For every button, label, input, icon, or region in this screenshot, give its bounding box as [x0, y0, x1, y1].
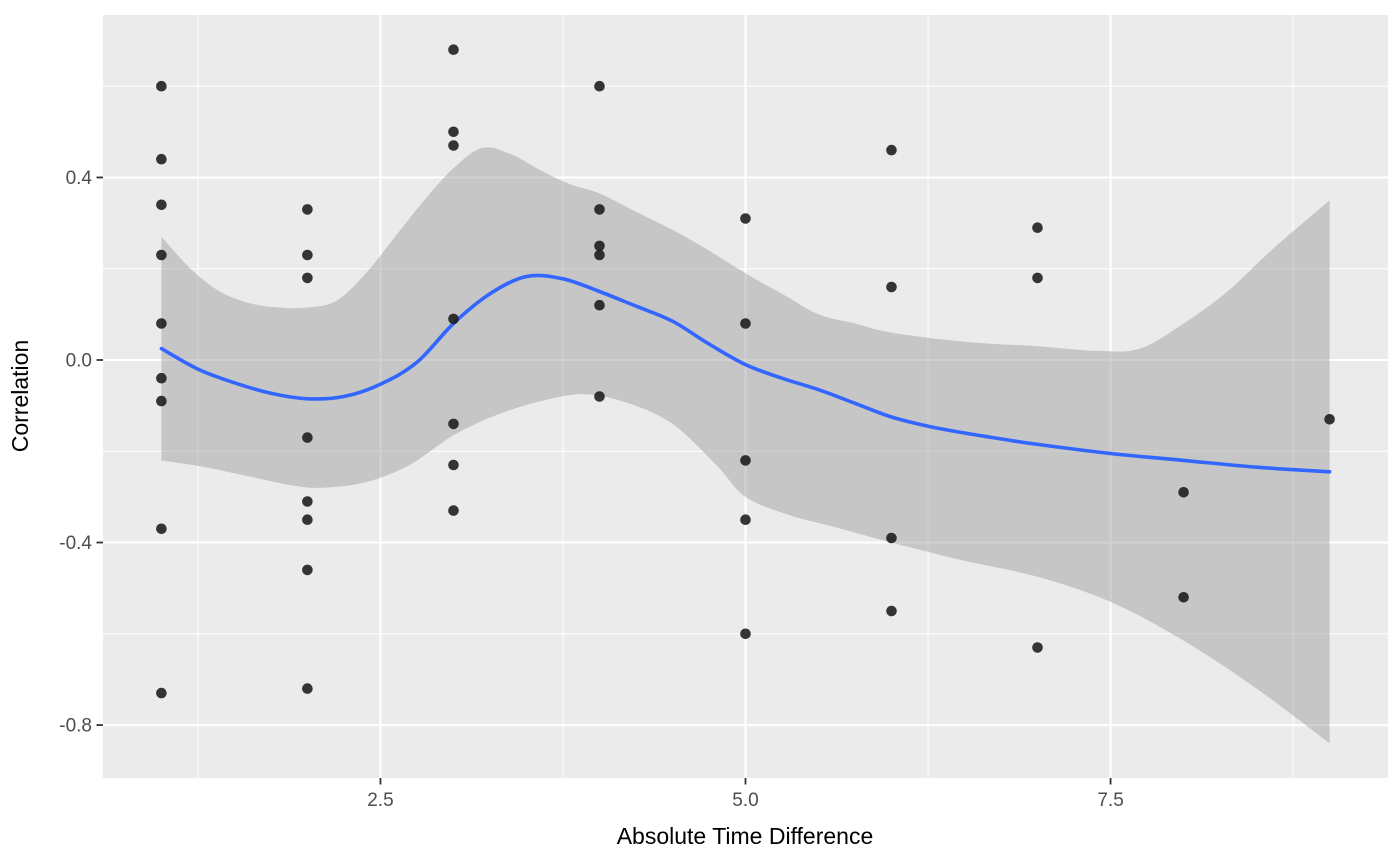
data-point [156, 80, 167, 92]
data-point [594, 249, 605, 261]
data-point [886, 532, 897, 544]
data-point [156, 372, 167, 384]
data-point [886, 281, 897, 293]
data-point [156, 687, 167, 699]
confidence-ribbon [161, 147, 1330, 744]
data-point [448, 505, 459, 516]
data-point [302, 496, 313, 507]
data-point [886, 144, 897, 156]
data-point [302, 432, 313, 443]
y-tick-label: 0.0 [66, 350, 92, 371]
data-point [1178, 592, 1189, 603]
data-point [448, 459, 459, 471]
data-point [302, 272, 313, 284]
data-point [594, 391, 605, 402]
y-tick-label: -0.8 [59, 716, 92, 737]
data-point [156, 523, 167, 535]
x-tick-label: 7.5 [1097, 790, 1123, 811]
y-tick-label: 0.4 [66, 168, 93, 189]
data-point [448, 140, 459, 151]
chart-layers: 2.5 5.0 7.5 0.4 0.0 -0.4 -0.8 [59, 15, 1388, 811]
data-point [448, 418, 459, 430]
data-point [740, 628, 751, 640]
data-point [1032, 272, 1043, 284]
data-point [740, 455, 751, 466]
data-point [156, 395, 167, 407]
data-point [302, 683, 313, 694]
data-point [302, 564, 313, 576]
data-point [302, 249, 313, 261]
data-point [1032, 642, 1043, 653]
data-point [1178, 487, 1189, 498]
data-point [594, 80, 605, 92]
data-point [156, 318, 167, 329]
x-axis-title: Absolute Time Difference [617, 823, 874, 849]
data-point [886, 605, 897, 617]
y-tick-label: -0.4 [59, 533, 92, 554]
data-point [740, 514, 751, 525]
data-point [1324, 414, 1335, 425]
y-axis-title: Correlation [7, 340, 33, 453]
data-point [594, 204, 605, 215]
loess-smooth-line [159, 273, 1332, 474]
data-point [302, 204, 313, 215]
data-point [156, 199, 167, 211]
data-point [156, 153, 167, 165]
data-point [448, 126, 459, 138]
x-tick-label: 2.5 [367, 790, 393, 811]
data-point [594, 299, 605, 311]
data-point [448, 44, 459, 55]
data-point [1032, 222, 1043, 233]
data-point [594, 240, 605, 252]
data-point [302, 514, 313, 525]
x-tick-label: 5.0 [732, 790, 758, 811]
data-point [156, 249, 167, 261]
data-point [740, 318, 751, 329]
data-point [740, 213, 751, 224]
data-point [448, 313, 459, 325]
